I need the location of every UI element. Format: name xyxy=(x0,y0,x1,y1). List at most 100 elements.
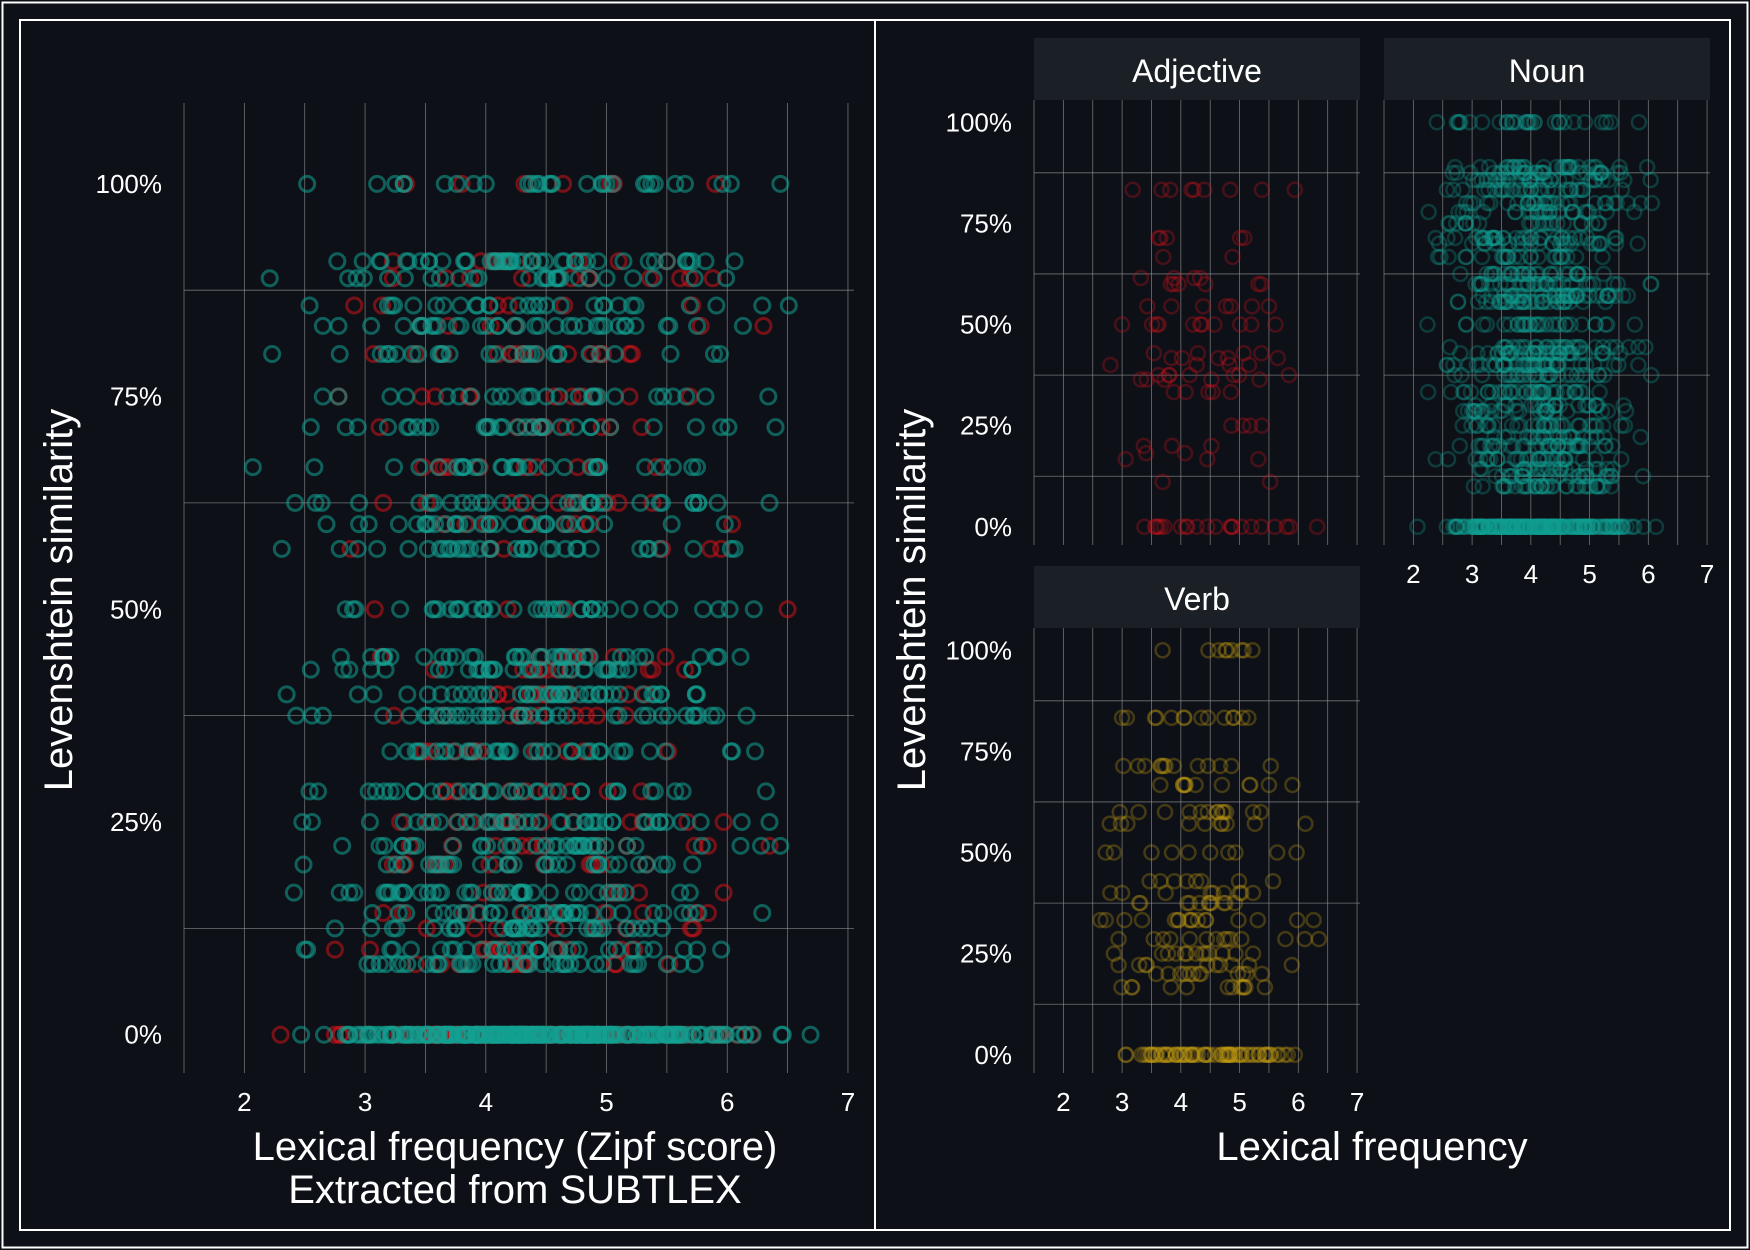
data-point-adjective xyxy=(1188,356,1205,374)
data-point-noun xyxy=(1556,114,1573,131)
data-point-verb xyxy=(1240,709,1257,727)
data-point-noun xyxy=(1598,518,1616,536)
data-point-noun xyxy=(1517,338,1534,356)
data-point-noun xyxy=(1496,383,1514,401)
data-point-verb xyxy=(549,685,568,704)
data-point-noun xyxy=(1594,338,1612,356)
data-point-noun xyxy=(1489,235,1507,252)
data-point-noun xyxy=(1530,215,1548,232)
data-point-verb xyxy=(465,647,484,666)
data-point-noun xyxy=(1470,437,1487,455)
data-point-noun xyxy=(313,706,332,725)
data-point-noun xyxy=(1571,181,1589,199)
data-point-noun xyxy=(371,345,390,364)
data-point-noun xyxy=(1574,518,1591,536)
data-point-adjective xyxy=(1117,450,1134,468)
data-point-noun xyxy=(1588,478,1605,495)
data-point-noun xyxy=(1517,229,1534,247)
data-point-noun xyxy=(1479,417,1497,434)
data-point-noun xyxy=(1546,383,1564,401)
data-point-verb xyxy=(1231,884,1248,902)
data-point-noun xyxy=(533,647,552,666)
data-point-verb xyxy=(529,940,548,959)
data-point-verb xyxy=(1235,978,1252,996)
data-point-noun xyxy=(475,418,494,437)
data-point-noun xyxy=(1537,518,1554,536)
data-point-noun xyxy=(1569,265,1586,283)
data-point-noun xyxy=(1475,518,1492,536)
data-point-noun xyxy=(371,252,390,271)
data-point-noun xyxy=(1542,171,1560,189)
data-point-verb xyxy=(1199,709,1217,727)
data-point-noun xyxy=(1475,316,1492,333)
x-tick-label: 6 xyxy=(1291,1087,1305,1117)
data-point-verb xyxy=(1154,930,1172,948)
data-point-noun xyxy=(560,647,579,666)
data-point-noun xyxy=(1571,383,1589,401)
data-point-noun xyxy=(1550,344,1568,362)
data-point-noun xyxy=(1486,428,1503,446)
data-point-verb xyxy=(1152,872,1169,890)
data-point-noun xyxy=(340,883,359,902)
data-point-adjective xyxy=(1224,248,1241,266)
data-point-verb xyxy=(485,782,504,801)
data-point-verb xyxy=(329,387,348,406)
data-point-noun xyxy=(1520,344,1537,362)
data-point-noun xyxy=(1549,366,1567,384)
data-point-noun xyxy=(1537,478,1554,495)
data-point-adjective xyxy=(1236,229,1253,247)
data-point-noun xyxy=(529,812,548,831)
data-point-noun xyxy=(388,955,407,974)
data-point-noun xyxy=(1567,338,1585,356)
data-point-noun xyxy=(1520,203,1537,221)
data-point-noun xyxy=(1522,518,1539,536)
data-point-noun xyxy=(1500,518,1518,536)
data-point-noun xyxy=(1587,417,1605,434)
data-point-adjective xyxy=(1234,417,1252,434)
data-point-noun xyxy=(1606,194,1623,212)
data-point-noun xyxy=(1512,518,1529,536)
data-point-noun xyxy=(1506,248,1523,266)
data-point-verb xyxy=(1141,1046,1158,1064)
data-point-verb xyxy=(1178,978,1195,996)
point-layer xyxy=(1102,181,1326,536)
data-point-noun xyxy=(340,1025,359,1044)
data-point-noun xyxy=(1452,518,1470,536)
data-point-verb xyxy=(1203,894,1220,912)
data-point-noun xyxy=(1561,293,1579,311)
data-point-noun xyxy=(616,1025,635,1044)
data-point-noun xyxy=(1539,397,1557,414)
data-point-noun xyxy=(1546,518,1563,536)
data-point-noun xyxy=(1614,287,1632,305)
data-point-noun xyxy=(1580,397,1598,414)
data-point-noun xyxy=(1581,478,1599,495)
data-point-noun xyxy=(1544,518,1562,536)
data-point-verb xyxy=(1194,945,1211,962)
data-point-noun xyxy=(564,883,583,902)
data-point-verb xyxy=(1110,930,1127,948)
data-point-adjective xyxy=(1148,316,1166,333)
data-point-noun xyxy=(1535,417,1553,434)
data-point-noun xyxy=(601,600,620,619)
data-point-verb xyxy=(1223,642,1241,659)
data-point-noun xyxy=(1587,158,1605,176)
data-point-noun xyxy=(1606,518,1623,536)
data-point-noun xyxy=(1506,203,1524,221)
data-point-noun xyxy=(1619,287,1637,305)
data-point-noun xyxy=(1450,203,1467,221)
data-point-noun xyxy=(1525,344,1543,362)
data-point-noun xyxy=(362,647,381,666)
data-point-verb xyxy=(1182,1046,1200,1064)
data-point-verb xyxy=(429,660,448,679)
data-point-noun xyxy=(1485,437,1502,455)
data-point-noun xyxy=(1516,293,1534,311)
data-point-noun xyxy=(1506,287,1523,305)
data-point-noun xyxy=(1544,518,1561,536)
data-point-verb xyxy=(1219,930,1236,948)
data-point-noun xyxy=(398,742,417,761)
data-point-noun xyxy=(1503,417,1521,434)
data-point-noun xyxy=(1537,402,1554,420)
data-point-noun xyxy=(684,539,703,558)
data-point-noun xyxy=(694,600,713,619)
data-point-verb xyxy=(558,493,577,512)
